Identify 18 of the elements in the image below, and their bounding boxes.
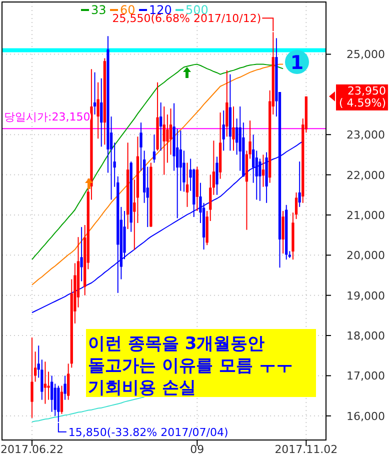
y-tick-label: 22,000 bbox=[346, 168, 385, 182]
x-tick-label: 2017.06.22 bbox=[0, 443, 64, 456]
annotation: 1 bbox=[290, 52, 304, 74]
y-tick-label: 19,000 bbox=[346, 289, 385, 302]
legend-label: 33 bbox=[91, 3, 106, 17]
y-tick-label: 21,000 bbox=[346, 208, 385, 222]
x-tick-label: 09 bbox=[190, 443, 204, 456]
y-tick-label: 23,000 bbox=[346, 128, 385, 142]
annotation: 이런 종목을 3개월동안 돌고가는 이유를 모름 ㅜㅜ 기회비용 손실 bbox=[88, 334, 293, 398]
y-tick-label: 16,000 bbox=[346, 410, 385, 423]
y-tick-label: 18,000 bbox=[346, 330, 385, 343]
x-tick-label: 2017.11.02 bbox=[274, 443, 338, 456]
y-tick-label: 17,000 bbox=[346, 370, 385, 383]
annotation: 15,850(-33.82% 2017/07/04) bbox=[68, 426, 228, 439]
text: 23,950 ( 4.59%) bbox=[338, 84, 386, 110]
ref-line-label: 당일시가:23,150 bbox=[4, 110, 90, 124]
y-tick-label: 25,000 bbox=[346, 48, 385, 62]
y-tick-label: 20,000 bbox=[346, 249, 385, 262]
